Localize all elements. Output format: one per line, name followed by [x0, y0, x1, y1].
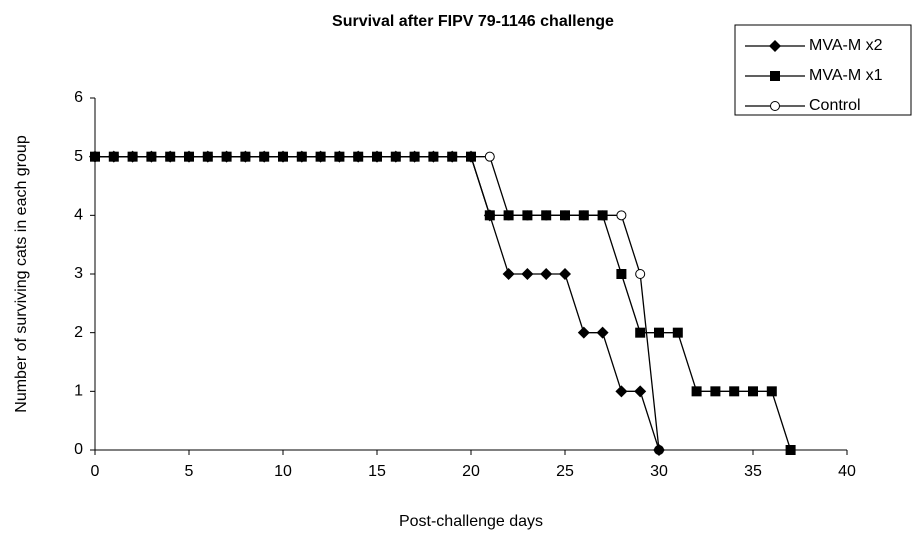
legend-box — [734, 24, 912, 116]
marker — [483, 209, 496, 222]
marker — [615, 385, 628, 398]
marker — [145, 150, 158, 163]
x-tick-label: 35 — [744, 463, 762, 480]
marker — [672, 327, 683, 338]
marker — [559, 268, 571, 280]
x-tick-label: 30 — [650, 463, 668, 480]
y-tick-label: 2 — [74, 324, 83, 341]
y-tick-label: 5 — [74, 148, 83, 165]
x-tick-label: 20 — [462, 463, 480, 480]
marker — [748, 386, 758, 397]
marker — [710, 386, 721, 397]
legend-label: Control — [809, 97, 861, 114]
marker — [616, 210, 627, 221]
marker — [766, 386, 777, 397]
x-tick-label: 5 — [185, 463, 194, 480]
marker — [577, 326, 590, 339]
legend-marker — [770, 71, 780, 81]
x-tick-label: 40 — [838, 463, 856, 480]
chart-title: Survival after FIPV 79-1146 challenge — [332, 13, 614, 30]
marker — [635, 269, 646, 279]
marker — [653, 444, 665, 456]
y-tick-label: 0 — [74, 441, 83, 458]
marker — [239, 150, 252, 163]
marker — [654, 327, 664, 338]
y-tick-label: 3 — [74, 265, 83, 282]
marker — [314, 150, 327, 163]
y-tick-label: 6 — [74, 89, 83, 106]
marker — [635, 327, 646, 338]
marker — [691, 386, 702, 397]
marker — [107, 150, 120, 163]
series-line — [95, 156, 660, 451]
marker — [183, 150, 195, 163]
marker — [295, 150, 308, 163]
marker — [578, 210, 589, 221]
x-tick-label: 10 — [274, 463, 292, 480]
marker — [503, 210, 514, 221]
marker — [89, 150, 101, 163]
marker — [389, 150, 402, 163]
y-tick-label: 4 — [74, 207, 83, 224]
marker — [729, 386, 740, 397]
marker — [220, 150, 233, 163]
x-axis-label: Post-challenge days — [399, 513, 543, 530]
marker — [616, 269, 627, 279]
marker — [541, 210, 552, 221]
marker — [333, 150, 346, 163]
x-tick-label: 25 — [556, 463, 574, 480]
marker — [126, 150, 139, 163]
marker — [634, 385, 647, 398]
marker — [465, 150, 477, 163]
marker — [258, 150, 271, 163]
legend-label: MVA-M x2 — [809, 37, 883, 54]
marker — [371, 150, 383, 163]
marker — [277, 150, 289, 163]
y-axis-label: Number of surviving cats in each group — [13, 135, 30, 413]
y-tick-label: 1 — [74, 383, 83, 400]
marker — [408, 150, 421, 163]
marker — [352, 150, 365, 163]
marker — [522, 210, 533, 221]
legend-label: MVA-M x1 — [809, 67, 883, 84]
x-tick-label: 0 — [91, 463, 100, 480]
marker — [785, 445, 796, 455]
marker — [446, 150, 459, 163]
marker — [484, 151, 495, 162]
marker — [596, 326, 609, 339]
x-tick-label: 15 — [368, 463, 386, 480]
series-line — [95, 156, 792, 451]
marker — [560, 210, 570, 221]
marker — [521, 268, 534, 280]
marker — [164, 150, 177, 163]
legend-marker — [769, 40, 781, 52]
marker — [427, 150, 440, 163]
marker — [597, 210, 608, 221]
legend-marker — [770, 101, 780, 111]
marker — [201, 150, 214, 163]
marker — [540, 268, 553, 280]
marker — [502, 268, 515, 280]
